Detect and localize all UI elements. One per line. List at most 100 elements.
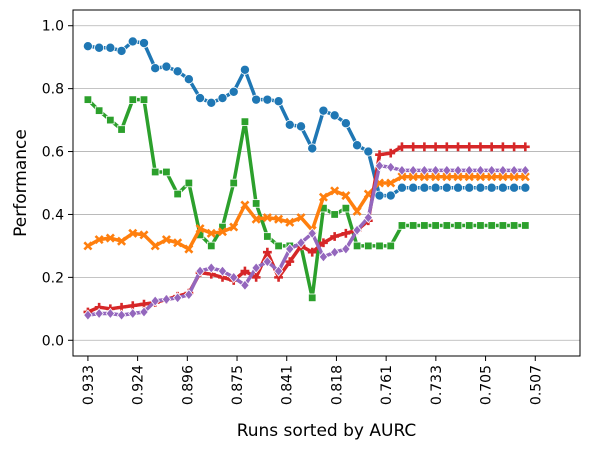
- data-point: [239, 64, 250, 75]
- data-point: [217, 265, 228, 277]
- data-point: [262, 94, 273, 105]
- data-point: [487, 142, 497, 152]
- data-point: [498, 221, 508, 230]
- data-point: [206, 228, 216, 238]
- data-point: [307, 227, 317, 239]
- data-point: [386, 148, 396, 158]
- data-point: [509, 172, 519, 182]
- data-point: [330, 210, 339, 219]
- data-point: [464, 142, 474, 152]
- data-point: [138, 38, 149, 49]
- data-point: [217, 227, 228, 237]
- data-point: [420, 221, 429, 230]
- data-point: [464, 164, 474, 177]
- data-point: [172, 66, 183, 77]
- data-point: [307, 247, 317, 257]
- data-point: [509, 142, 519, 152]
- data-point: [161, 235, 171, 245]
- data-point: [284, 119, 295, 130]
- y-tick-label: 0.6: [42, 145, 64, 161]
- data-point: [229, 222, 239, 232]
- data-point: [498, 164, 508, 177]
- data-point: [184, 289, 194, 301]
- data-point: [352, 206, 362, 216]
- data-point: [465, 221, 474, 230]
- data-point: [274, 241, 283, 251]
- data-point: [262, 213, 272, 223]
- data-point: [364, 241, 373, 251]
- data-point: [105, 307, 116, 320]
- data-point: [296, 237, 306, 249]
- data-point: [509, 182, 520, 193]
- data-point: [139, 306, 149, 318]
- data-point: [319, 238, 328, 248]
- data-point: [363, 211, 374, 224]
- data-point: [408, 142, 418, 152]
- data-point: [431, 172, 441, 182]
- data-point: [150, 241, 160, 251]
- data-point: [520, 142, 530, 152]
- data-point: [240, 200, 250, 210]
- x-axis-label: Runs sorted by AURC: [237, 421, 417, 441]
- data-point: [352, 241, 362, 251]
- data-point: [151, 167, 160, 177]
- data-point: [374, 160, 385, 172]
- data-point: [453, 182, 464, 193]
- data-point: [509, 164, 519, 177]
- data-point: [453, 142, 463, 152]
- data-point: [408, 182, 419, 193]
- y-tick-label: 0.8: [42, 82, 64, 98]
- data-point: [487, 221, 496, 230]
- data-point: [486, 164, 497, 177]
- data-point: [105, 233, 115, 243]
- data-point: [330, 232, 340, 241]
- data-point: [431, 142, 440, 152]
- data-point: [228, 271, 239, 283]
- data-point: [430, 182, 441, 193]
- data-point: [285, 217, 295, 227]
- data-point: [329, 110, 340, 121]
- data-point: [476, 142, 485, 152]
- data-point: [128, 228, 138, 238]
- x-tick-label: 0.896: [180, 365, 196, 405]
- x-tick-label: 0.818: [329, 365, 345, 405]
- data-point: [161, 293, 172, 306]
- data-point: [340, 118, 351, 129]
- data-point: [150, 63, 161, 74]
- data-point: [475, 164, 486, 177]
- data-point: [139, 230, 149, 240]
- data-point: [116, 45, 127, 56]
- data-point: [397, 221, 407, 230]
- data-point: [476, 221, 485, 230]
- data-point: [498, 142, 508, 152]
- data-point: [83, 241, 93, 251]
- data-point: [487, 172, 497, 182]
- data-point: [207, 241, 216, 251]
- data-point: [453, 164, 463, 177]
- axes: 0.0 0.2 0.4 0.6 0.8 1.0 0.933 0.924 0.896 0.875 0.…: [42, 9, 581, 405]
- data-point: [419, 142, 429, 152]
- y-tick-label: 1.0: [42, 19, 64, 35]
- data-point: [498, 172, 508, 182]
- data-point: [341, 243, 351, 255]
- data-point: [441, 182, 452, 193]
- data-point: [386, 241, 395, 251]
- data-point: [184, 178, 194, 188]
- data-point: [375, 241, 384, 251]
- data-point: [228, 86, 239, 97]
- series-line: [87, 174, 526, 251]
- data-point: [117, 125, 126, 134]
- x-tick-label: 0.924: [131, 365, 147, 405]
- data-point: [520, 164, 531, 177]
- data-point: [206, 262, 217, 274]
- data-point: [330, 186, 340, 196]
- data-point: [183, 74, 194, 85]
- data-point: [117, 236, 127, 246]
- data-point: [82, 41, 93, 52]
- data-point: [341, 191, 351, 201]
- data-point: [262, 247, 272, 257]
- series-line: [86, 97, 526, 300]
- x-tick-label: 0.507: [528, 365, 544, 405]
